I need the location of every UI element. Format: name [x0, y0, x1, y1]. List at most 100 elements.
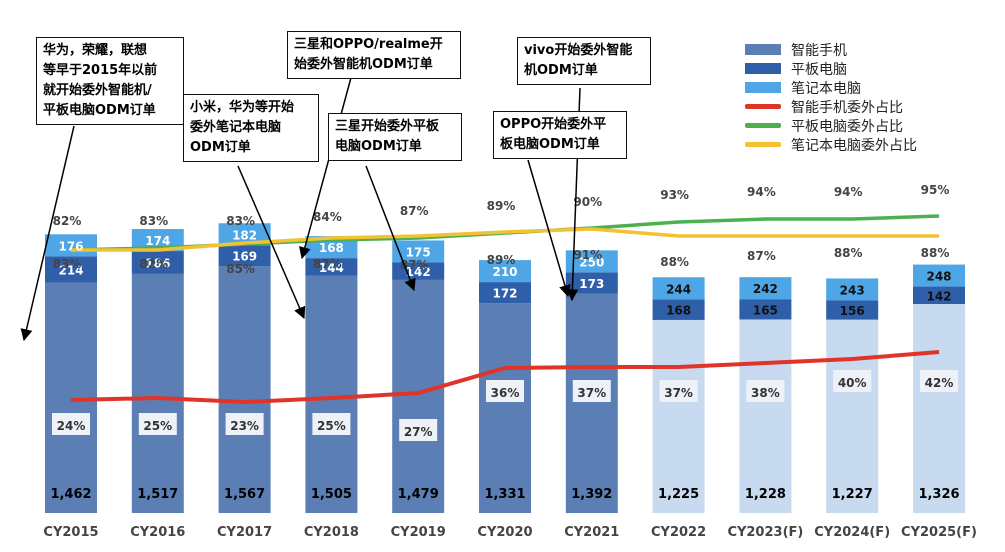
label-tablet: 186 — [145, 256, 170, 270]
label-notebook-outsourcing: 87% — [400, 204, 429, 218]
label-notebook-outsourcing: 94% — [747, 185, 776, 199]
bar-notebook — [479, 260, 531, 283]
bar-smartphone — [131, 273, 184, 513]
label-tablet-outsourcing: 88% — [834, 246, 863, 260]
labels-layer: 1,462 214 176 1,517 186 174 1,567 169 182 1,505 14… — [50, 183, 959, 502]
label-tablet-outsourcing: 91% — [573, 248, 602, 262]
pct-label-bg — [312, 413, 351, 435]
bar-notebook — [826, 278, 879, 301]
label-tablet: 173 — [579, 277, 604, 291]
label-smartphone-outsourcing: 27% — [404, 425, 433, 439]
bar-smartphone — [565, 293, 618, 513]
bar-tablet — [45, 256, 97, 283]
label-smartphone: 1,505 — [311, 487, 352, 502]
legend-swatch — [745, 44, 781, 55]
pct-label-bg — [833, 370, 872, 392]
label-tablet-outsourcing: 85% — [226, 262, 255, 276]
legend-swatch — [745, 82, 781, 93]
callout-early-odm: 华为，荣耀，联想 等早于2015年以前 就开始委外智能机/ 平板电脑ODM订单 — [36, 37, 184, 125]
label-notebook: 182 — [232, 228, 257, 242]
lines-layer — [70, 214, 940, 405]
bar-notebook — [652, 277, 705, 300]
x-tick-label: CY2016 — [130, 525, 185, 540]
label-notebook: 176 — [58, 239, 83, 253]
label-smartphone-outsourcing: 37% — [577, 386, 606, 400]
callout-samsung-tablet: 三星开始委外平板 电脑ODM订单 — [328, 113, 462, 161]
label-tablet: 168 — [666, 304, 691, 318]
bar-notebook — [913, 264, 965, 287]
label-notebook-outsourcing: 94% — [834, 185, 863, 199]
legend-label: 智能手机委外占比 — [791, 99, 903, 116]
label-notebook-outsourcing: 82% — [53, 214, 82, 228]
callout-arrow — [527, 159, 571, 298]
x-tick-label: CY2024(F) — [814, 525, 890, 540]
label-notebook-outsourcing: 93% — [660, 188, 689, 202]
legend-item-notebook: 笔记本电脑 — [745, 78, 917, 97]
label-smartphone-outsourcing: 42% — [925, 376, 954, 390]
label-notebook: 250 — [579, 255, 604, 269]
label-tablet: 142 — [406, 265, 431, 279]
label-smartphone: 1,392 — [571, 487, 612, 502]
legend-label: 智能手机 — [791, 42, 847, 59]
label-tablet-outsourcing: 82% — [139, 257, 168, 271]
bar-smartphone — [479, 303, 531, 513]
legend: 智能手机 平板电脑 笔记本电脑 智能手机委外占比 平板电脑委外占比 笔记本电脑委… — [745, 40, 917, 154]
label-tablet: 172 — [492, 287, 517, 301]
x-tick-label: CY2015 — [43, 525, 98, 540]
label-notebook-outsourcing: 90% — [573, 195, 602, 209]
label-tablet: 214 — [58, 263, 83, 277]
callout-samsung-oppo-phone: 三星和OPPO/realme开 始委外智能机ODM订单 — [287, 31, 461, 79]
bar-smartphone — [652, 319, 705, 513]
label-tablet: 169 — [232, 250, 257, 264]
label-smartphone: 1,228 — [745, 487, 786, 502]
callout-oppo-tablet: OPPO开始委外平 板电脑ODM订单 — [493, 111, 627, 159]
line-smartphone-outsourcing — [70, 350, 940, 405]
callout-arrow — [299, 73, 353, 260]
legend-label: 笔记本电脑委外占比 — [791, 137, 917, 154]
x-tick-label: CY2025(F) — [901, 525, 977, 540]
label-notebook: 242 — [753, 282, 778, 296]
label-smartphone-outsourcing: 25% — [143, 419, 172, 433]
legend-label: 笔记本电脑 — [791, 80, 861, 97]
label-tablet-outsourcing: 87% — [313, 257, 342, 271]
pct-label-bg — [572, 380, 611, 402]
bar-notebook — [739, 277, 792, 300]
label-smartphone-outsourcing: 23% — [230, 419, 259, 433]
legend-label: 平板电脑委外占比 — [791, 118, 903, 135]
line-notebook-outsourcing — [71, 227, 939, 252]
bar-tablet — [565, 272, 618, 294]
label-smartphone: 1,517 — [137, 487, 178, 502]
bar-tablet — [479, 282, 531, 304]
bar-notebook — [131, 229, 184, 252]
label-notebook-outsourcing: 89% — [487, 199, 516, 213]
label-notebook-outsourcing: 95% — [921, 183, 950, 197]
x-tick-label: CY2021 — [564, 525, 619, 540]
label-smartphone: 1,326 — [918, 487, 959, 502]
x-tick-label: CY2018 — [304, 525, 359, 540]
bar-notebook — [218, 223, 271, 246]
bar-tablet — [739, 299, 792, 320]
legend-line — [745, 142, 781, 147]
label-notebook: 248 — [926, 270, 951, 284]
callout-arrow — [365, 165, 416, 292]
legend-line — [745, 104, 781, 109]
label-tablet: 156 — [840, 304, 865, 318]
label-tablet: 165 — [753, 303, 778, 317]
label-notebook: 243 — [840, 283, 865, 297]
label-notebook: 174 — [145, 234, 170, 248]
label-smartphone: 1,331 — [484, 487, 525, 502]
label-tablet: 142 — [926, 289, 951, 303]
bar-smartphone — [913, 304, 965, 513]
callout-vivo-phone: vivo开始委外智能 机ODM订单 — [517, 37, 651, 85]
bar-tablet — [131, 251, 184, 274]
bar-smartphone — [739, 319, 792, 513]
label-tablet-outsourcing: 87% — [400, 258, 429, 272]
bar-tablet — [652, 299, 705, 320]
x-axis: CY2015 CY2016 CY2017 CY2018 CY2019 CY2020 CY20… — [43, 525, 977, 540]
x-tick-label: CY2017 — [217, 525, 272, 540]
bar-notebook — [392, 240, 445, 263]
legend-item-smartphone-outsourcing: 智能手机委外占比 — [745, 97, 917, 116]
pct-label-bg — [486, 380, 524, 402]
pct-label-bg — [138, 413, 177, 435]
